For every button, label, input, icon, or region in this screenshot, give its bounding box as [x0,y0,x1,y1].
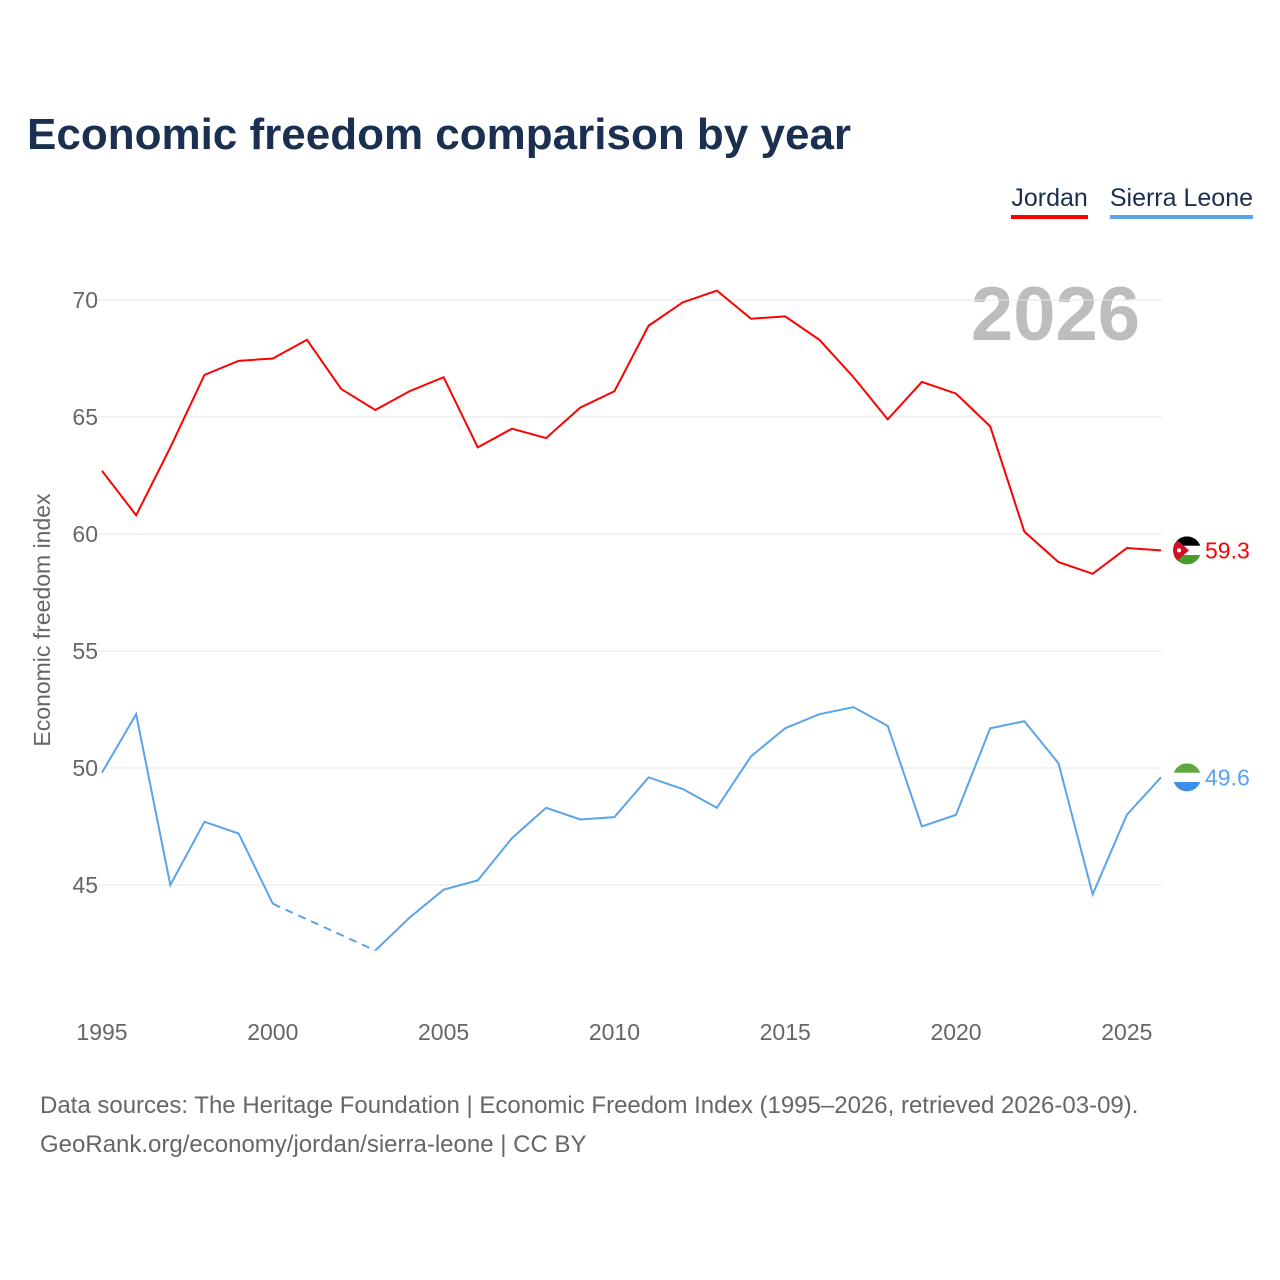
sierra-leone-point-2024[interactable] [1088,889,1098,899]
jordan-point-2023[interactable] [1054,557,1064,567]
sierra-leone-point-2000[interactable] [268,899,278,909]
jordan-line [101,289,1162,575]
y-tick-50: 50 [72,755,98,781]
sierra-leone-point-2022[interactable] [1019,716,1029,726]
jordan-point-2003[interactable] [370,405,380,415]
x-tick-2000: 2000 [247,1019,298,1045]
jordan-point-2014[interactable] [746,314,756,324]
sierra-leone-point-2013[interactable] [712,803,722,813]
jordan-point-2011[interactable] [644,321,654,331]
jordan-point-2018[interactable] [883,414,893,424]
y-tick-55: 55 [72,638,98,664]
jordan-flag-icon [1173,536,1201,565]
jordan-point-2021[interactable] [985,421,995,431]
jordan-point-1999[interactable] [234,356,244,366]
chart-title: Economic freedom comparison by year [27,110,852,159]
jordan-point-2007[interactable] [507,424,517,434]
jordan-point-2013[interactable] [712,286,722,296]
footer: Data sources: The Heritage Foundation | … [40,1086,1138,1164]
jordan-point-1996[interactable] [131,510,141,520]
sierra-leone-point-2012[interactable] [678,784,688,794]
sierra-leone-point-2025[interactable] [1122,810,1132,820]
jordan-point-2017[interactable] [849,372,859,382]
sierra-leone-point-1997[interactable] [165,880,175,890]
sierra-leone-point-2019[interactable] [917,822,927,832]
sierra-leone-point-2008[interactable] [541,803,551,813]
jordan-point-2010[interactable] [609,386,619,396]
data-source: Data sources: The Heritage Foundation | … [40,1092,1139,1119]
y-tick-60: 60 [72,521,98,547]
sierra-leone-point-1998[interactable] [199,817,209,827]
sierra-leone-point-2017[interactable] [849,702,859,712]
legend-jordan[interactable]: Jordan [1011,184,1088,219]
jordan-point-2020[interactable] [951,389,961,399]
jordan-point-2026[interactable] [1156,545,1166,555]
sierra-leone-point-2009[interactable] [575,814,585,824]
jordan-point-2001[interactable] [302,335,312,345]
jordan-point-2005[interactable] [439,372,449,382]
sierra-leone-point-2003[interactable] [370,946,380,956]
jordan-point-2024[interactable] [1088,569,1098,579]
jordan-point-2015[interactable] [780,311,790,321]
jordan-point-2025[interactable] [1122,543,1132,553]
y-tick-70: 70 [72,287,98,313]
jordan-point-2019[interactable] [917,377,927,387]
x-tick-2010: 2010 [589,1019,640,1045]
sierra-leone-flag-icon [1173,763,1201,792]
jordan-point-2004[interactable] [404,386,414,396]
source-link[interactable]: GeoRank.org/economy/jordan/sierra-leone … [40,1131,587,1158]
sierra-leone-point-2021[interactable] [985,723,995,733]
x-tick-2020: 2020 [930,1019,981,1045]
sierra-leone-end-label: 49.6 [1205,764,1250,790]
sierra-leone-line [374,706,1162,952]
sierra-leone-point-2020[interactable] [951,810,961,820]
y-tick-65: 65 [72,404,98,430]
jordan-point-1997[interactable] [165,442,175,452]
sierra-leone-point-1996[interactable] [131,709,141,719]
y-tick-45: 45 [72,872,98,898]
sierra-leone-point-2005[interactable] [439,885,449,895]
sierra-leone-point-2014[interactable] [746,751,756,761]
jordan-point-2000[interactable] [268,354,278,364]
jordan-point-2002[interactable] [336,384,346,394]
jordan-point-2022[interactable] [1019,527,1029,537]
sierra-leone-line [101,711,274,905]
sierra-leone-point-2010[interactable] [609,812,619,822]
jordan-point-2012[interactable] [678,297,688,307]
jordan-point-2008[interactable] [541,433,551,443]
legend: Jordan Sierra Leone [1011,184,1253,219]
legend-sierra-leone[interactable]: Sierra Leone [1109,184,1253,219]
jordan-point-2016[interactable] [814,335,824,345]
jordan-end-label: 59.3 [1205,537,1250,563]
sierra-leone-gap-line [272,902,376,952]
jordan-point-1998[interactable] [199,370,209,380]
jordan-point-2009[interactable] [575,403,585,413]
sierra-leone-point-2023[interactable] [1054,758,1064,768]
sierra-leone-point-2018[interactable] [883,721,893,731]
x-tick-2005: 2005 [418,1019,469,1045]
sierra-leone-point-1999[interactable] [234,829,244,839]
sierra-leone-point-2026[interactable] [1156,772,1166,782]
x-tick-2025: 2025 [1101,1019,1152,1045]
y-axis-label: Economic freedom index [29,493,55,747]
sierra-leone-point-2006[interactable] [473,875,483,885]
sierra-leone-point-2011[interactable] [644,772,654,782]
x-tick-2015: 2015 [760,1019,811,1045]
x-tick-1995: 1995 [76,1019,127,1045]
sierra-leone-point-2016[interactable] [814,709,824,719]
sierra-leone-point-2007[interactable] [507,833,517,843]
sierra-leone-point-2015[interactable] [780,723,790,733]
jordan-point-2006[interactable] [473,442,483,452]
year-watermark: 2026 [971,272,1140,357]
jordan-point-1995[interactable] [97,466,107,476]
sierra-leone-point-2004[interactable] [404,913,414,923]
sierra-leone-point-1995[interactable] [97,768,107,778]
